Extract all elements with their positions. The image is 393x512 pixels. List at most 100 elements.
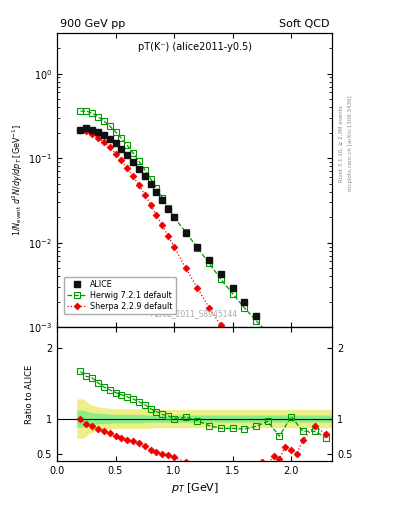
Herwig 7.2.1 default xyxy=(148,176,153,182)
Sherpa 2.2.9 default xyxy=(277,374,282,380)
Y-axis label: Ratio to ALICE: Ratio to ALICE xyxy=(25,365,34,423)
ALICE xyxy=(119,146,124,152)
Sherpa 2.2.9 default xyxy=(84,129,88,135)
ALICE xyxy=(253,313,258,319)
Sherpa 2.2.9 default xyxy=(253,359,258,366)
Sherpa 2.2.9 default xyxy=(95,135,100,141)
Sherpa 2.2.9 default xyxy=(113,151,118,157)
Sherpa 2.2.9 default xyxy=(242,350,247,356)
Herwig 7.2.1 default xyxy=(253,317,258,324)
Herwig 7.2.1 default xyxy=(312,376,317,382)
Herwig 7.2.1 default xyxy=(142,166,147,173)
Line: ALICE: ALICE xyxy=(77,125,318,393)
Sherpa 2.2.9 default xyxy=(119,157,124,163)
Herwig 7.2.1 default xyxy=(195,245,200,251)
Sherpa 2.2.9 default xyxy=(184,265,188,271)
ALICE xyxy=(160,197,165,203)
ALICE xyxy=(195,244,200,250)
Herwig 7.2.1 default xyxy=(324,389,329,395)
Sherpa 2.2.9 default xyxy=(236,344,241,350)
ALICE xyxy=(277,343,282,349)
Sherpa 2.2.9 default xyxy=(248,354,252,360)
Text: Soft QCD: Soft QCD xyxy=(279,19,329,29)
Sherpa 2.2.9 default xyxy=(265,367,270,373)
ALICE xyxy=(84,125,88,132)
Herwig 7.2.1 default xyxy=(166,204,171,210)
Herwig 7.2.1 default xyxy=(125,142,130,148)
Herwig 7.2.1 default xyxy=(107,123,112,129)
Sherpa 2.2.9 default xyxy=(125,165,130,172)
ALICE xyxy=(219,270,223,276)
ALICE xyxy=(172,214,176,220)
Herwig 7.2.1 default xyxy=(230,290,235,296)
Sherpa 2.2.9 default xyxy=(259,364,264,370)
ALICE xyxy=(101,132,106,138)
Herwig 7.2.1 default xyxy=(101,118,106,124)
ALICE xyxy=(137,166,141,172)
Y-axis label: $1/N_\mathrm{event}\;d^2N/dy/dp_T\;[\mathrm{GeV}^{-1}]$: $1/N_\mathrm{event}\;d^2N/dy/dp_T\;[\mat… xyxy=(11,124,26,236)
Sherpa 2.2.9 default xyxy=(148,202,153,208)
Sherpa 2.2.9 default xyxy=(90,131,94,137)
ALICE xyxy=(289,358,294,364)
Herwig 7.2.1 default xyxy=(172,214,176,220)
Sherpa 2.2.9 default xyxy=(289,380,294,386)
Sherpa 2.2.9 default xyxy=(230,338,235,345)
Herwig 7.2.1 default xyxy=(301,365,305,371)
Herwig 7.2.1 default xyxy=(154,185,159,191)
ALICE xyxy=(301,372,305,378)
Sherpa 2.2.9 default xyxy=(154,212,159,219)
Herwig 7.2.1 default xyxy=(113,129,118,135)
ALICE xyxy=(90,127,94,133)
ALICE xyxy=(148,181,153,187)
Herwig 7.2.1 default xyxy=(119,135,124,141)
Legend: ALICE, Herwig 7.2.1 default, Sherpa 2.2.9 default: ALICE, Herwig 7.2.1 default, Sherpa 2.2.… xyxy=(64,277,176,314)
ALICE xyxy=(207,257,211,263)
Sherpa 2.2.9 default xyxy=(160,222,165,228)
Herwig 7.2.1 default xyxy=(265,330,270,336)
ALICE xyxy=(265,328,270,334)
Herwig 7.2.1 default xyxy=(219,276,223,282)
Line: Herwig 7.2.1 default: Herwig 7.2.1 default xyxy=(78,109,329,395)
Text: ALICE_2011_S8945144: ALICE_2011_S8945144 xyxy=(151,309,238,318)
Sherpa 2.2.9 default xyxy=(271,371,276,377)
Herwig 7.2.1 default xyxy=(84,108,88,114)
ALICE xyxy=(142,173,147,179)
ALICE xyxy=(312,387,317,393)
Text: 900 GeV pp: 900 GeV pp xyxy=(60,19,125,29)
Sherpa 2.2.9 default xyxy=(207,305,211,311)
Sherpa 2.2.9 default xyxy=(131,173,136,179)
Herwig 7.2.1 default xyxy=(137,158,141,164)
Sherpa 2.2.9 default xyxy=(283,376,288,382)
Herwig 7.2.1 default xyxy=(95,114,100,120)
Sherpa 2.2.9 default xyxy=(324,396,329,402)
ALICE xyxy=(125,152,130,158)
ALICE xyxy=(242,298,247,305)
ALICE xyxy=(113,140,118,146)
Herwig 7.2.1 default xyxy=(160,195,165,201)
Sherpa 2.2.9 default xyxy=(312,391,317,397)
Herwig 7.2.1 default xyxy=(78,108,83,114)
Sherpa 2.2.9 default xyxy=(301,385,305,391)
Herwig 7.2.1 default xyxy=(242,305,247,311)
Herwig 7.2.1 default xyxy=(289,353,294,359)
Text: Rivet 3.1.10, ≥ 2.3M events: Rivet 3.1.10, ≥ 2.3M events xyxy=(339,105,344,182)
Text: pT(K⁻) (alice2011-y0.5): pT(K⁻) (alice2011-y0.5) xyxy=(138,42,252,52)
Sherpa 2.2.9 default xyxy=(137,182,141,188)
Sherpa 2.2.9 default xyxy=(219,323,223,329)
ALICE xyxy=(230,285,235,291)
Sherpa 2.2.9 default xyxy=(101,139,106,145)
Herwig 7.2.1 default xyxy=(90,110,94,116)
Herwig 7.2.1 default xyxy=(207,260,211,266)
Sherpa 2.2.9 default xyxy=(78,127,83,133)
ALICE xyxy=(107,136,112,142)
Herwig 7.2.1 default xyxy=(184,229,188,236)
Sherpa 2.2.9 default xyxy=(195,285,200,291)
ALICE xyxy=(184,230,188,236)
Sherpa 2.2.9 default xyxy=(172,244,176,250)
X-axis label: $p_T\;[\mathrm{GeV}]$: $p_T\;[\mathrm{GeV}]$ xyxy=(171,481,219,495)
Sherpa 2.2.9 default xyxy=(107,144,112,151)
Line: Sherpa 2.2.9 default: Sherpa 2.2.9 default xyxy=(78,127,329,402)
Text: mcplots.cern.ch [arXiv:1306.3436]: mcplots.cern.ch [arXiv:1306.3436] xyxy=(348,96,353,191)
ALICE xyxy=(166,206,171,212)
ALICE xyxy=(131,159,136,165)
